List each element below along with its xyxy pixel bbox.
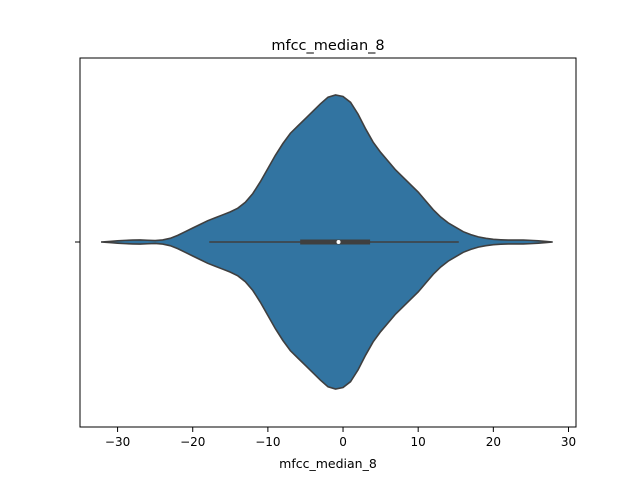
- chart-title: mfcc_median_8: [271, 38, 384, 54]
- x-tick-label: 30: [561, 435, 576, 449]
- x-tick-label: −20: [180, 435, 205, 449]
- x-axis-label: mfcc_median_8: [279, 456, 377, 471]
- x-tick-label: 0: [339, 435, 347, 449]
- median-point: [336, 240, 341, 244]
- x-tick-label: −30: [105, 435, 130, 449]
- x-tick-label: 10: [411, 435, 426, 449]
- x-ticks: −30 −20 −10 0 10 20 30: [105, 427, 576, 449]
- x-tick-label: −10: [255, 435, 280, 449]
- box-iqr: [300, 239, 371, 245]
- x-tick-label: 20: [486, 435, 501, 449]
